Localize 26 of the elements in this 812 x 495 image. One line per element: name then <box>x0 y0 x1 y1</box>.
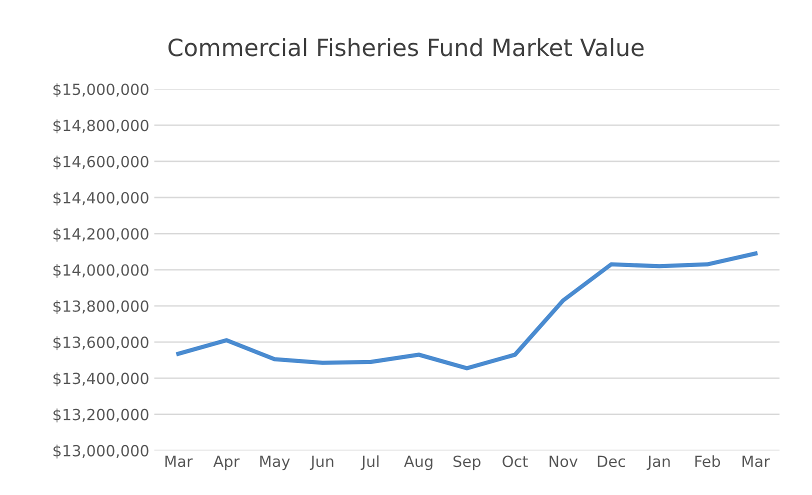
x-tick-label: Jun <box>310 456 334 470</box>
chart-title: Commercial Fisheries Fund Market Value <box>168 38 644 56</box>
x-tick-label: Mar <box>742 456 770 468</box>
x-tick-label: Apr <box>213 456 240 470</box>
y-tick-label: $13,400,000 <box>53 372 148 386</box>
line-series <box>176 251 758 370</box>
y-tick-label: $14,000,000 <box>53 264 148 278</box>
x-tick-label: Jul <box>360 455 378 470</box>
y-tick-label: $15,000,000 <box>53 83 148 98</box>
y-tick-label: $14,600,000 <box>53 156 148 170</box>
x-tick-label: Nov <box>550 456 578 468</box>
x-tick-label: May <box>260 456 290 470</box>
x-tick-label: Jan <box>646 456 670 470</box>
y-tick-label: $13,200,000 <box>53 408 148 422</box>
y-tick-label: $13,600,000 <box>53 336 148 350</box>
x-tick-label: Sep <box>454 456 480 470</box>
x-tick-label: Mar <box>165 456 193 468</box>
y-tick-label: $14,400,000 <box>53 192 148 206</box>
x-tick-label: Feb <box>695 455 720 468</box>
y-tick-label: $14,200,000 <box>53 228 148 242</box>
x-tick-label: Dec <box>598 456 626 468</box>
y-tick-label: $13,800,000 <box>53 300 148 314</box>
y-tick-label: $14,800,000 <box>53 119 148 134</box>
x-tick-label: Oct <box>502 456 528 468</box>
y-tick-label: $13,000,000 <box>53 444 148 458</box>
x-tick-label: Aug <box>404 456 432 470</box>
